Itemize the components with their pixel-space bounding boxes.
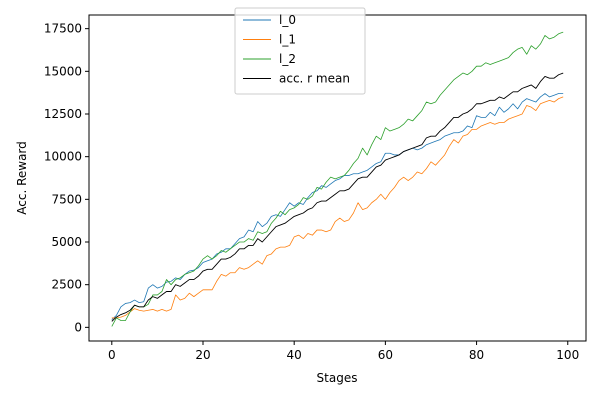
y-tick-label: 12500 — [44, 107, 82, 121]
y-tick-label: 15000 — [44, 64, 82, 78]
legend-label-2: l_2 — [279, 52, 296, 66]
y-tick-label: 2500 — [51, 278, 82, 292]
y-tick-label: 7500 — [51, 192, 82, 206]
y-tick-label: 10000 — [44, 150, 82, 164]
x-tick-label: 40 — [287, 348, 302, 362]
y-tick-label: 5000 — [51, 235, 82, 249]
y-tick-label: 17500 — [44, 22, 82, 36]
x-tick-label: 0 — [108, 348, 116, 362]
series-line-1 — [111, 96, 564, 319]
x-axis-label: Stages — [317, 371, 358, 385]
legend-box — [234, 7, 366, 95]
series-line-2 — [111, 31, 564, 327]
y-tick-label: 0 — [74, 320, 82, 334]
legend-label-0: l_0 — [279, 13, 296, 27]
series-layer — [111, 31, 564, 327]
series-line-3 — [111, 72, 564, 322]
legend-label-3: acc. r mean — [279, 72, 350, 86]
series-line-0 — [111, 93, 564, 320]
x-axis-ticks: 0 20 40 60 80 100 — [108, 341, 579, 362]
x-tick-label: 80 — [469, 348, 484, 362]
legend-label-1: l_1 — [279, 33, 296, 47]
x-tick-label: 100 — [556, 348, 579, 362]
y-axis-label: Acc. Reward — [15, 141, 29, 215]
x-tick-label: 20 — [195, 348, 210, 362]
legend: l_0 l_1 l_2 acc. r mean — [234, 7, 366, 95]
y-axis-ticks: 0 2500 5000 7500 10000 12500 15000 17500 — [44, 22, 89, 334]
x-tick-label: 60 — [378, 348, 393, 362]
